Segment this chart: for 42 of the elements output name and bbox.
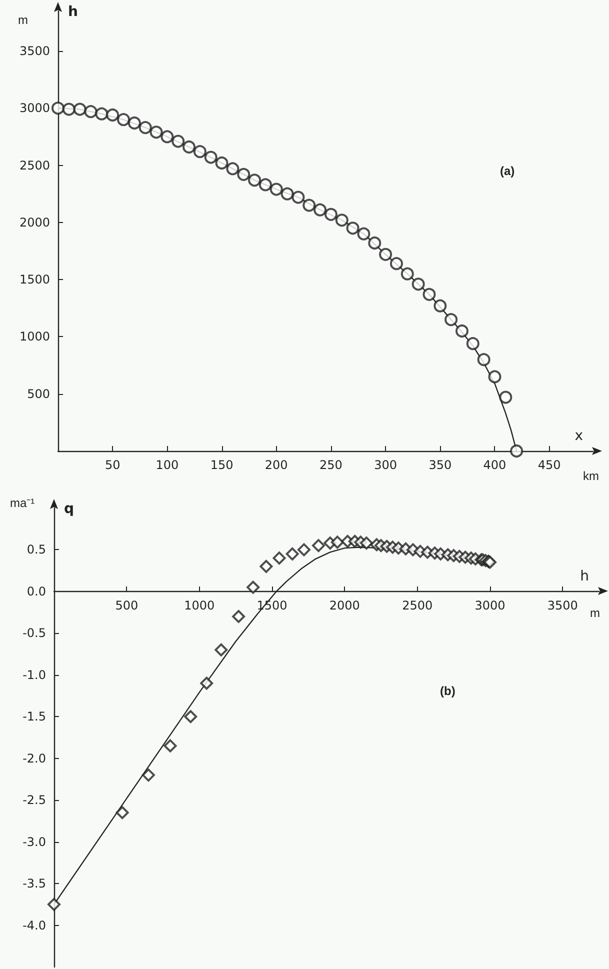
x-tick-label: 250 <box>320 458 342 472</box>
annotation: m <box>590 606 600 620</box>
y-tick-label: -0.5 <box>22 626 46 640</box>
x-tick-label: 300 <box>374 458 398 472</box>
y-tick-label: 1500 <box>19 272 50 287</box>
x-tick-label: 200 <box>264 458 288 472</box>
x-tick-label: 450 <box>538 458 561 472</box>
annotation: (b) <box>440 684 456 698</box>
x-tick-label: 2500 <box>402 598 433 612</box>
y-tick-label: -4.0 <box>22 918 46 932</box>
y-tick-label: -2.0 <box>22 751 46 766</box>
y-tick-label: 3000 <box>19 101 50 116</box>
y-tick-label: 0.5 <box>26 542 46 557</box>
y-tick-label: 0.0 <box>26 584 46 598</box>
y-axis-title: q <box>64 501 74 517</box>
y-tick-label: -3.5 <box>22 876 46 891</box>
x-tick-label: 100 <box>156 458 179 472</box>
y-axis-title: h <box>68 4 78 20</box>
text: m <box>18 13 28 27</box>
x-tick-label: 400 <box>483 458 506 472</box>
x-tick-label: 50 <box>104 458 120 472</box>
x-tick-label: 1000 <box>184 598 215 612</box>
y-tick-label: 1000 <box>19 330 50 344</box>
x-tick-label: 150 <box>210 458 234 472</box>
y-tick-label: 2500 <box>19 158 50 172</box>
x-axis-title: h <box>580 568 589 584</box>
x-tick-label: 3000 <box>474 598 506 612</box>
annotation: (a) <box>500 164 515 178</box>
x-tick-label: 350 <box>428 458 452 472</box>
y-tick-label: 500 <box>27 386 50 401</box>
y-tick-label: 2000 <box>19 215 50 230</box>
y-tick-label: -1.0 <box>22 668 46 682</box>
text: ma⁻¹ <box>10 496 35 510</box>
x-axis-title: x <box>574 428 583 444</box>
y-tick-label: -3.0 <box>22 834 46 849</box>
y-tick-label: -2.5 <box>22 793 46 808</box>
x-tick-label: 2000 <box>329 598 360 612</box>
y-tick-label: 3500 <box>19 44 50 58</box>
text: km <box>583 469 599 483</box>
y-tick-label: -1.5 <box>22 710 46 724</box>
x-tick-label: 500 <box>115 598 138 612</box>
x-tick-label: 3500 <box>547 598 578 612</box>
